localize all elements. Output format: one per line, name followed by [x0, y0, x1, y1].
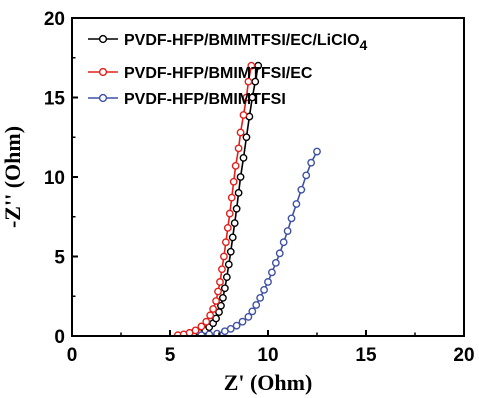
- data-point: [230, 219, 239, 228]
- data-point: [191, 326, 200, 335]
- data-point: [297, 185, 306, 194]
- data-point: [202, 317, 211, 326]
- data-point: [313, 147, 321, 156]
- x-tick-label: 10: [257, 345, 278, 366]
- y-tick-label: 10: [44, 168, 65, 189]
- legend-item: PVDF-HFP/BMIMTFSI/EC/LiClO4: [88, 32, 368, 53]
- data-point: [232, 321, 241, 330]
- data-point: [225, 209, 234, 218]
- data-point: [236, 173, 245, 181]
- data-point: [302, 171, 311, 180]
- data-point: [248, 307, 257, 316]
- data-point: [271, 258, 280, 267]
- data-point: [239, 154, 248, 162]
- data-point: [247, 61, 256, 70]
- data-point: [212, 314, 220, 323]
- x-tick-label: 0: [67, 345, 78, 366]
- y-tick-label: 20: [44, 9, 65, 30]
- data-point: [197, 322, 206, 331]
- legend-marker: [98, 93, 108, 103]
- y-axis-label: -Z'' (Ohm): [0, 126, 25, 228]
- data-point: [275, 249, 284, 258]
- data-point: [219, 252, 228, 261]
- data-point: [238, 317, 247, 326]
- data-point: [219, 293, 227, 302]
- series-layer: [173, 61, 321, 336]
- data-point: [234, 144, 243, 153]
- data-point: [231, 161, 240, 170]
- data-point: [260, 285, 268, 294]
- data-point: [212, 297, 220, 305]
- data-point: [226, 324, 235, 333]
- legend-label: PVDF-HFP/BMIMTFSI/EC: [124, 65, 313, 82]
- x-tick-label: 15: [355, 345, 377, 366]
- data-point: [236, 128, 245, 137]
- data-point: [220, 284, 229, 293]
- ticks-layer: 0 5 10 15 20 0 5 10 15 20: [44, 9, 475, 366]
- data-point: [244, 313, 253, 321]
- x-tick-label: 20: [453, 345, 474, 366]
- data-point: [221, 238, 230, 247]
- data-point: [216, 278, 224, 286]
- data-point: [228, 233, 237, 242]
- data-point: [232, 204, 241, 213]
- series-2: [173, 61, 256, 336]
- series-3: [197, 147, 321, 336]
- data-point: [206, 311, 215, 320]
- legend-item: PVDF-HFP/BMIMTFSI/EC: [88, 65, 313, 82]
- x-axis-label: Z' (Ohm): [224, 370, 313, 395]
- data-point: [264, 278, 272, 286]
- data-point: [209, 305, 218, 313]
- data-point: [239, 111, 248, 119]
- data-point: [205, 330, 214, 336]
- data-point: [223, 223, 232, 232]
- data-point: [256, 293, 265, 302]
- legend: PVDF-HFP/BMIMTFSI/EC/LiClO4 PVDF-HFP/BMIM…: [88, 32, 368, 108]
- data-point: [292, 200, 301, 208]
- data-point: [217, 301, 225, 310]
- y-tick-label: 5: [54, 248, 65, 269]
- data-point: [283, 227, 292, 235]
- data-point: [229, 177, 238, 186]
- data-point: [279, 238, 288, 247]
- data-point: [268, 268, 276, 277]
- y-tick-label: 15: [44, 89, 66, 110]
- data-point: [242, 93, 251, 102]
- data-point: [222, 273, 231, 282]
- data-point: [307, 158, 316, 167]
- data-point: [234, 188, 243, 197]
- data-point: [227, 193, 236, 202]
- legend-label: PVDF-HFP/BMIMTFSI/EC/LiClO4: [124, 32, 368, 53]
- data-point: [214, 287, 222, 296]
- x-tick-label: 5: [165, 345, 176, 366]
- data-point: [224, 260, 233, 269]
- legend-marker: [98, 34, 108, 44]
- legend-marker: [98, 67, 108, 77]
- legend-label: PVDF-HFP/BMIMTFSI: [124, 91, 286, 108]
- data-point: [287, 214, 296, 223]
- y-tick-label: 0: [54, 327, 65, 348]
- data-point: [242, 133, 251, 142]
- data-point: [244, 77, 253, 86]
- data-point: [252, 301, 261, 309]
- series-1: [183, 61, 263, 336]
- legend-item: PVDF-HFP/BMIMTFSI: [88, 91, 286, 108]
- data-point: [218, 265, 226, 274]
- data-point: [226, 247, 235, 256]
